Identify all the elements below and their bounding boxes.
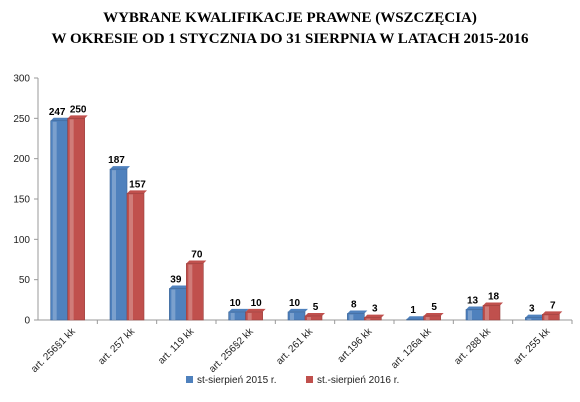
data-label: 39: [170, 275, 182, 286]
data-label: 13: [467, 296, 479, 307]
y-tick-label: 300: [13, 74, 30, 85]
bar-highlight: [247, 312, 252, 320]
data-label: 8: [351, 300, 357, 311]
bar-top-face: [423, 312, 444, 316]
y-tick-label: 200: [13, 154, 30, 165]
bar: [126, 193, 145, 321]
bar-top-face: [305, 312, 325, 316]
x-tick-label: art. 261 kk: [274, 326, 315, 367]
bar-top-face: [228, 308, 249, 312]
x-tick-label: art. 256§1 kk: [29, 326, 78, 375]
y-tick-label: 250: [13, 114, 30, 125]
bar-highlight: [468, 310, 472, 320]
x-tick-label: art. 255 kk: [512, 326, 553, 367]
bar-top-face: [50, 117, 71, 121]
x-tick-label: art. 257 kk: [96, 326, 137, 367]
bar: [423, 315, 441, 321]
data-label: 1: [410, 305, 416, 316]
bar-top-face: [245, 308, 266, 312]
bar-highlight: [171, 289, 176, 320]
bar-highlight: [366, 318, 371, 320]
data-label: 10: [251, 298, 263, 309]
data-label: 10: [289, 298, 301, 309]
x-tick-label: art. 126a kk: [389, 326, 434, 371]
data-label: 18: [488, 291, 500, 302]
bar: [245, 311, 263, 321]
bar-highlight: [485, 306, 489, 320]
bar-top-face: [542, 311, 563, 315]
data-label: 247: [49, 107, 66, 118]
x-tick-label: art. 256§2 kk: [207, 326, 256, 375]
chart-title: WYBRANE KWALIFIKACJE PRAWNE (WSZCZĘCIA): [103, 10, 477, 26]
bar-highlight: [112, 170, 116, 320]
bar-highlight: [544, 315, 549, 320]
data-label: 70: [191, 250, 203, 261]
bar: [542, 314, 560, 321]
bar-highlight: [307, 316, 311, 320]
bar-top-face: [406, 316, 427, 320]
data-label: 5: [313, 302, 319, 313]
bar: [67, 118, 85, 321]
legend-swatch: [186, 376, 193, 383]
chart-subtitle: W OKRESIE OD 1 STYCZNIA DO 31 SIERPNIA W…: [51, 31, 529, 47]
y-tick-label: 100: [13, 235, 30, 246]
bar-top-face: [288, 308, 308, 312]
data-label: 250: [70, 104, 87, 115]
bar: [186, 263, 204, 321]
bar-top-face: [347, 310, 368, 314]
data-label: 3: [372, 304, 378, 315]
bar-top-face: [525, 314, 546, 318]
x-tick-label: art. 119 kk: [156, 326, 197, 367]
x-tick-label: art.196 kk: [336, 326, 376, 366]
bar: [482, 305, 501, 321]
bar: [406, 318, 424, 321]
bar-highlight: [230, 312, 235, 320]
legend-swatch: [306, 376, 313, 383]
bar-highlight: [349, 314, 354, 320]
chart-title-block: WYBRANE KWALIFIKACJE PRAWNE (WSZCZĘCIA) …: [0, 8, 580, 50]
bar-highlight: [290, 312, 294, 320]
data-label: 10: [230, 298, 242, 309]
bar: [347, 313, 365, 321]
bar-top-face: [127, 190, 147, 194]
y-tick-label: 50: [19, 275, 31, 286]
bar-top-face: [186, 260, 207, 264]
data-label: 5: [431, 302, 437, 313]
x-tick-label: art. 288 kk: [452, 326, 493, 367]
bar-highlight: [188, 264, 193, 320]
data-label: 187: [108, 155, 125, 166]
data-label: 3: [529, 304, 535, 315]
bar-highlight: [425, 316, 430, 320]
bar-top-face: [67, 115, 88, 119]
legend-label: st.-sierpień 2016 r.: [317, 375, 399, 386]
y-tick-label: 0: [24, 316, 30, 327]
y-tick-label: 150: [13, 195, 30, 206]
bar-highlight: [527, 318, 532, 320]
legend-label: st-sierpień 2015 r.: [197, 375, 277, 386]
bar-top-face: [110, 166, 130, 170]
bar-top-face: [169, 285, 190, 289]
bar-highlight: [52, 121, 57, 321]
bar-top-face: [466, 306, 486, 310]
bar: [364, 317, 382, 321]
data-label: 7: [550, 300, 556, 311]
bar-highlight: [129, 194, 133, 320]
bar: [304, 315, 323, 321]
data-label: 157: [129, 179, 146, 190]
bar-highlight: [69, 119, 74, 320]
bar-top-face: [483, 302, 503, 306]
bar-top-face: [364, 314, 385, 318]
